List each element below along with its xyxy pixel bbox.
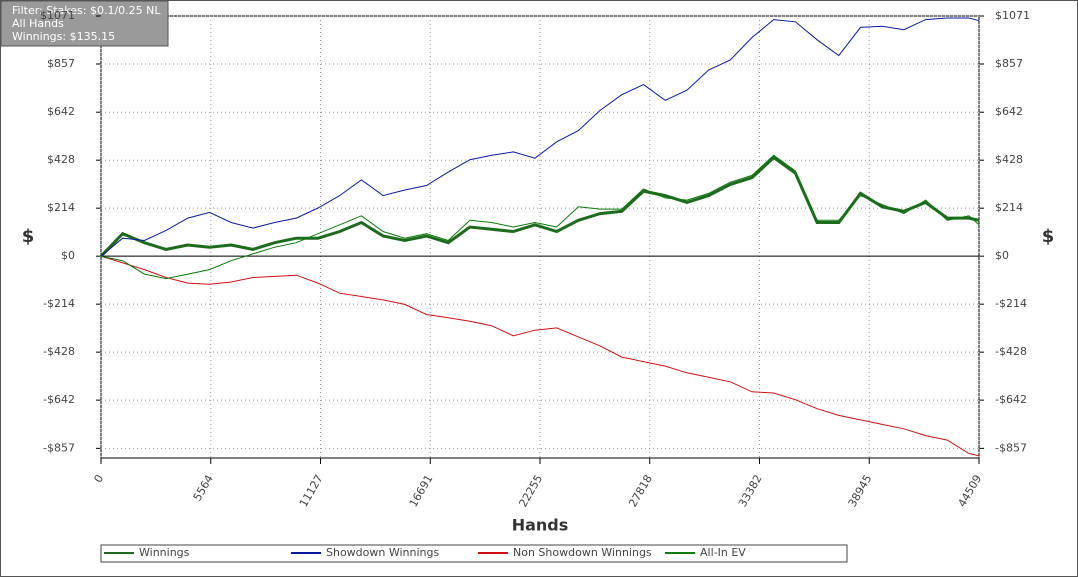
y2-tick-label: -$642: [995, 393, 1027, 406]
y-tick-label: -$214: [43, 297, 75, 310]
x-axis-label: Hands: [512, 516, 569, 535]
y-axis-label: $: [22, 226, 35, 247]
series-line: [100, 154, 980, 280]
y-tick-label: $1071: [40, 9, 75, 22]
y2-tick-label: $642: [995, 105, 1023, 118]
series-line: [100, 255, 980, 457]
y2-axis-label: $: [1042, 226, 1055, 247]
y-tick-label: $428: [47, 153, 75, 166]
y-tick-label: -$642: [43, 393, 75, 406]
y-tick-label: $857: [47, 57, 75, 70]
y-tick-label: $214: [47, 201, 75, 214]
filter-text: All Hands: [12, 17, 64, 30]
y2-tick-label: $214: [995, 201, 1023, 214]
y2-tick-label: $428: [995, 153, 1023, 166]
y-tick-label: -$428: [43, 345, 75, 358]
legend-label: Non Showdown Winnings: [513, 546, 652, 559]
y2-tick-label: -$428: [995, 345, 1027, 358]
y-tick-label: $0: [61, 249, 75, 262]
y2-tick-label: $857: [995, 57, 1023, 70]
y2-tick-label: -$214: [995, 297, 1027, 310]
filter-text: Filter: Stakes: $0.1/0.25 NL: [12, 4, 161, 17]
filter-text: Winnings: $135.15: [12, 30, 115, 43]
legend-label: Showdown Winnings: [326, 546, 440, 559]
series-line: [100, 17, 980, 257]
y2-tick-label: $1071: [995, 9, 1030, 22]
y2-tick-label: -$857: [995, 441, 1027, 454]
legend-label: All-In EV: [700, 546, 746, 559]
y-tick-label: -$857: [43, 441, 75, 454]
series-line: [99, 155, 980, 258]
filter-box-bg: [0, 0, 169, 47]
y-tick-label: $642: [47, 105, 75, 118]
legend: [100, 544, 848, 563]
legend-label: Winnings: [139, 546, 190, 559]
y2-tick-label: $0: [995, 249, 1009, 262]
